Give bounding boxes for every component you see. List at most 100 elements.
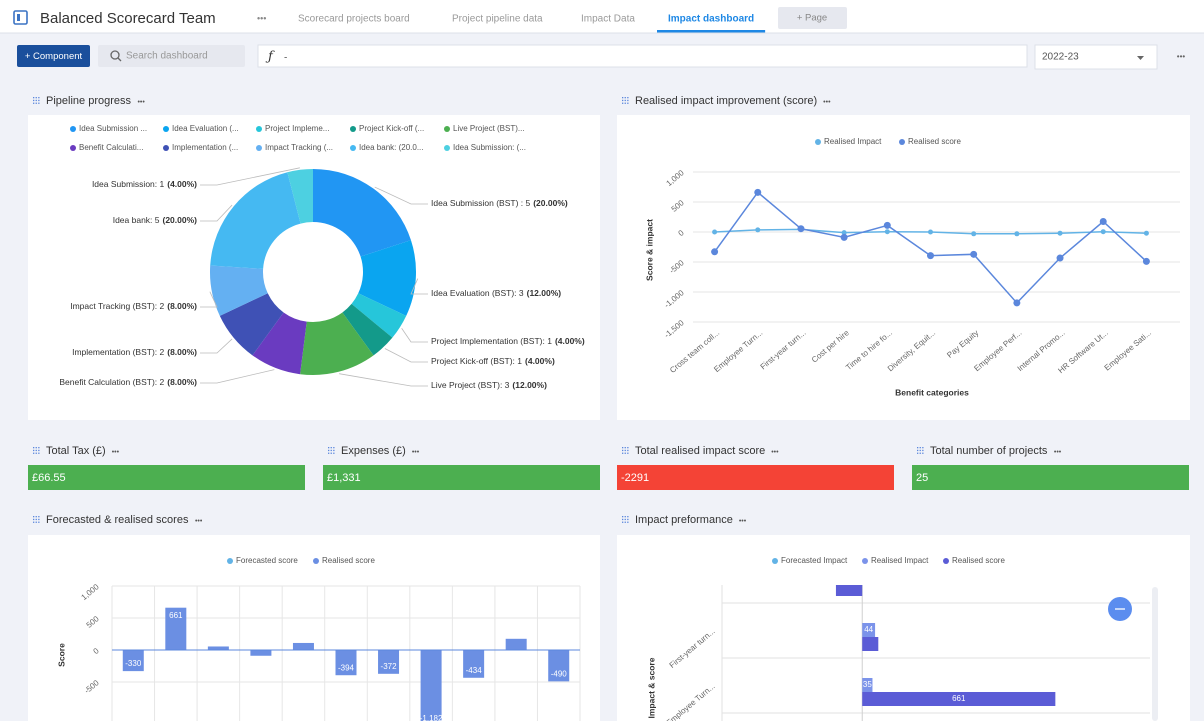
pie-slice xyxy=(210,265,268,316)
drag-dot xyxy=(330,447,332,449)
drag-dot xyxy=(35,97,37,99)
card-menu[interactable]: ••• xyxy=(1054,449,1062,456)
app-icon xyxy=(13,10,28,25)
legend-marker xyxy=(899,139,905,145)
drag-dot xyxy=(33,518,35,521)
period-dropdown[interactable] xyxy=(1034,44,1158,70)
tab[interactable]: Impact Data xyxy=(581,14,635,25)
slice-label-name: Implementation (BST): 2 xyxy=(72,347,164,357)
data-point xyxy=(1014,231,1020,237)
slice-label: Idea Evaluation (BST): 3 (12.00%) xyxy=(431,288,561,298)
legend-label: Realised Impact xyxy=(871,556,929,565)
data-point xyxy=(1099,218,1107,225)
leader-line xyxy=(339,373,428,387)
card-menu[interactable]: ••• xyxy=(137,99,145,106)
data-point xyxy=(971,231,977,237)
bar-value-label: -434 xyxy=(466,666,483,675)
y-axis-title: Score & impact xyxy=(644,219,654,281)
slice-label-percent: (4.00%) xyxy=(525,356,555,366)
drag-dot xyxy=(38,102,40,104)
y-tick-label: 0 xyxy=(676,228,686,238)
workspace-menu[interactable]: ••• xyxy=(257,13,266,23)
drag-handle xyxy=(33,516,40,523)
legend-marker xyxy=(227,558,233,564)
drag-dot xyxy=(35,518,37,521)
data-point xyxy=(711,248,719,256)
card xyxy=(617,115,1190,420)
card-menu[interactable]: ••• xyxy=(771,449,779,456)
drag-dot xyxy=(917,447,919,449)
legend-label: Realised score xyxy=(908,137,961,146)
add-component-button[interactable] xyxy=(17,45,90,67)
drag-dot xyxy=(33,452,35,454)
data-point xyxy=(841,230,847,236)
toolbar-menu[interactable]: ••• xyxy=(1177,52,1186,61)
leader-line xyxy=(401,328,428,343)
data-point xyxy=(883,221,891,229)
search-placeholder[interactable]: Search dashboard xyxy=(126,51,208,62)
legend-label: Benefit Calculati... xyxy=(79,143,143,152)
formula-value[interactable]: - xyxy=(284,53,287,64)
period-value[interactable]: 2022-23 xyxy=(1042,52,1079,63)
card xyxy=(28,535,600,721)
slice-label-percent: (12.00%) xyxy=(527,288,562,298)
drag-dot xyxy=(922,447,924,449)
add-page-label[interactable]: + Page xyxy=(797,13,827,24)
card-menu[interactable]: ••• xyxy=(823,99,831,106)
tab[interactable]: Impact dashboard xyxy=(668,14,754,25)
slice-label: Idea bank: 5 (20.00%) xyxy=(113,215,197,225)
drag-dot xyxy=(627,97,629,99)
card-menu[interactable]: ••• xyxy=(739,518,747,525)
bar xyxy=(548,650,570,682)
search-icon xyxy=(110,50,122,62)
leader-line xyxy=(200,291,218,308)
legend-label: Idea Evaluation (... xyxy=(172,124,239,133)
data-point xyxy=(1013,299,1021,307)
bar xyxy=(862,678,873,692)
card-title: Impact preformance xyxy=(635,514,733,526)
kpi-bar xyxy=(617,465,894,490)
tab[interactable]: Project pipeline data xyxy=(452,14,543,25)
bar xyxy=(862,623,876,637)
legend-label: Realised Impact xyxy=(824,137,882,146)
card-menu[interactable]: ••• xyxy=(112,449,120,456)
drag-dot xyxy=(627,518,629,521)
card-title: Realised impact improvement (score) xyxy=(635,95,817,107)
add-component-label[interactable]: + Component xyxy=(25,51,83,62)
drag-dot xyxy=(919,447,921,449)
data-point xyxy=(797,225,805,233)
add-page-button[interactable] xyxy=(778,7,847,29)
bar-value-label: 661 xyxy=(952,694,966,703)
workspace-title: Balanced Scorecard Team xyxy=(40,10,216,27)
drag-handle xyxy=(622,447,629,454)
drag-dot xyxy=(33,516,35,518)
drag-dot xyxy=(38,518,40,521)
tab[interactable]: Scorecard projects board xyxy=(298,14,410,25)
data-point xyxy=(1143,230,1149,236)
slice-label: Impact Tracking (BST): 2 (8.00%) xyxy=(70,301,197,311)
bar xyxy=(463,650,485,678)
drag-handle xyxy=(33,447,40,454)
bar xyxy=(292,642,314,650)
drag-dot xyxy=(624,521,626,523)
bar xyxy=(165,607,187,650)
bar xyxy=(250,650,272,656)
pie-slice xyxy=(287,169,313,224)
drag-dot xyxy=(328,449,330,452)
scrollbar[interactable] xyxy=(1152,587,1158,721)
search-box[interactable] xyxy=(98,45,245,67)
legend-label: Live Project (BST)... xyxy=(453,124,525,133)
drag-dot xyxy=(35,102,37,104)
formula-bar[interactable] xyxy=(257,44,1028,68)
drag-handle xyxy=(33,97,40,104)
data-point xyxy=(927,252,934,260)
card-menu[interactable]: ••• xyxy=(195,518,203,525)
leader-line xyxy=(200,338,233,354)
drag-dot xyxy=(38,97,40,99)
slice-label: Project Kick-off (BST): 1 (4.00%) xyxy=(431,356,555,366)
bar xyxy=(835,585,863,596)
drag-dot xyxy=(624,452,626,454)
drag-dot xyxy=(624,102,626,104)
card-menu[interactable]: ••• xyxy=(412,449,420,456)
